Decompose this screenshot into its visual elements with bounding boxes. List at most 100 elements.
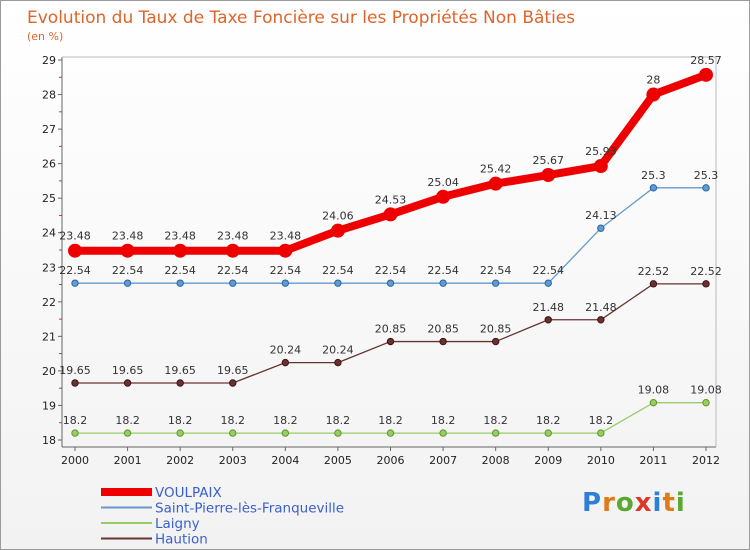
- data-point: [120, 243, 135, 258]
- data-point: [491, 279, 500, 287]
- data-label: 19.65: [217, 364, 249, 377]
- data-point: [176, 429, 184, 437]
- data-point: [491, 429, 500, 437]
- data-point: [123, 379, 132, 387]
- data-label: 22.52: [638, 265, 670, 278]
- data-point: [649, 184, 658, 192]
- data-label: 23.48: [164, 230, 196, 243]
- unit-label: (en %): [27, 30, 63, 43]
- data-label: 23.48: [59, 230, 91, 243]
- data-label: 28: [646, 74, 660, 87]
- data-label: 24.06: [322, 210, 354, 223]
- data-label: 25.67: [533, 154, 565, 167]
- data-label: 22.54: [427, 264, 459, 277]
- chart-title: Evolution du Taux de Taxe Foncière sur l…: [27, 8, 575, 28]
- data-label: 18.2: [536, 414, 561, 427]
- data-point: [176, 279, 184, 287]
- data-label: 18.2: [378, 414, 403, 427]
- data-label: 22.54: [322, 264, 354, 277]
- data-label: 22.54: [480, 264, 512, 277]
- x-tick-label: 2007: [429, 454, 457, 467]
- x-tick-label: 2000: [61, 454, 89, 467]
- data-label: 18.2: [273, 414, 298, 427]
- logo-letter: o: [615, 488, 635, 518]
- data-point: [491, 337, 500, 346]
- data-point: [229, 279, 237, 287]
- data-point: [597, 224, 605, 232]
- data-point: [439, 279, 447, 287]
- data-label: 19.65: [59, 364, 91, 377]
- x-tick-label: 2008: [482, 454, 510, 467]
- y-tick-label: 26: [42, 158, 56, 171]
- data-point: [439, 337, 447, 346]
- x-tick-label: 2005: [324, 454, 352, 467]
- data-label: 23.48: [270, 230, 302, 243]
- data-point: [71, 379, 79, 387]
- legend-label: Saint-Pierre-lès-Franqueville: [155, 501, 344, 517]
- data-point: [544, 316, 552, 324]
- data-label: 19.08: [638, 384, 670, 397]
- data-point: [541, 168, 556, 183]
- data-label: 19.65: [164, 364, 196, 377]
- data-point: [386, 279, 395, 287]
- data-point: [123, 279, 132, 287]
- series-saint-pierre-l-s-franqueville: 22.54 22.54 22.54 22.54 22.54 22.54 22.54 22.54…: [59, 169, 718, 287]
- x-tick-label: 2003: [219, 454, 247, 467]
- data-point: [702, 280, 710, 288]
- logo-letter: t: [662, 488, 676, 518]
- data-point: [176, 379, 184, 387]
- data-point: [229, 379, 237, 387]
- y-tick-label: 23: [42, 261, 56, 274]
- data-label: 25.3: [694, 169, 719, 182]
- data-point: [281, 358, 290, 367]
- data-point: [544, 279, 552, 287]
- data-label: 28.57: [690, 54, 722, 67]
- x-tick-label: 2002: [166, 454, 194, 467]
- data-label: 20.24: [322, 344, 354, 357]
- y-tick-label: 24: [42, 227, 56, 240]
- data-label: 20.85: [480, 323, 512, 336]
- data-point: [123, 429, 132, 437]
- data-label: 22.54: [270, 264, 302, 277]
- data-point: [71, 279, 79, 287]
- data-label: 18.2: [168, 414, 193, 427]
- data-label: 20.85: [375, 323, 407, 336]
- logo-letter: x: [634, 488, 653, 518]
- data-label: 22.54: [533, 264, 565, 277]
- series-laigny: 18.2 18.2 18.2 18.2 18.2 18.2 18.2 18.2 18.2 18.2…: [63, 384, 722, 437]
- data-point: [597, 429, 605, 437]
- y-tick-label: 21: [42, 330, 56, 343]
- data-point: [330, 223, 345, 238]
- series-haution: 19.65 19.65 19.65 19.65 20.24 20.24 20.85 20.85…: [59, 265, 722, 387]
- data-point: [544, 429, 552, 437]
- data-label: 18.2: [483, 414, 508, 427]
- x-tick-label: 2001: [114, 454, 142, 467]
- x-tick-label: 2006: [377, 454, 405, 467]
- data-label: 22.54: [217, 264, 249, 277]
- data-label: 21.48: [533, 301, 565, 314]
- data-label: 24.13: [585, 209, 617, 222]
- y-tick-label: 28: [42, 89, 56, 102]
- data-point: [225, 243, 240, 258]
- data-label: 18.2: [221, 414, 246, 427]
- y-tick-label: 22: [42, 296, 56, 309]
- series-line: [71, 70, 710, 255]
- data-label: 18.2: [431, 414, 456, 427]
- data-point: [488, 176, 503, 191]
- data-point: [436, 189, 451, 204]
- x-tick-label: 2009: [534, 454, 562, 467]
- x-tick-label: 2012: [692, 454, 720, 467]
- data-point: [699, 67, 713, 82]
- data-point: [173, 243, 188, 258]
- data-point: [334, 279, 342, 287]
- x-tick-label: 2010: [587, 454, 615, 467]
- y-tick-label: 18: [42, 434, 56, 447]
- data-label: 22.52: [690, 265, 722, 278]
- data-point: [281, 429, 290, 437]
- data-point: [278, 243, 293, 258]
- legend-label: VOULPAIX: [155, 485, 222, 501]
- data-label: 20.24: [270, 344, 302, 357]
- data-point: [383, 207, 398, 222]
